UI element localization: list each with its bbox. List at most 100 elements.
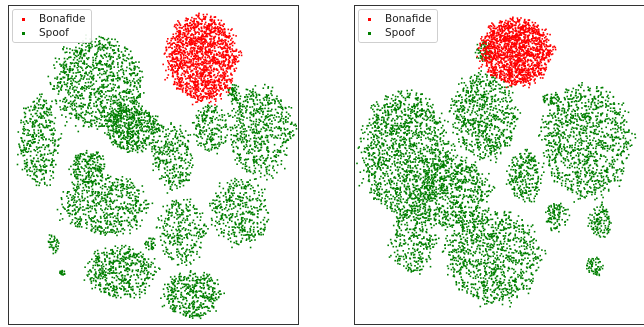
scatter-point xyxy=(206,114,209,117)
scatter-point xyxy=(108,119,110,121)
scatter-point xyxy=(78,116,80,119)
scatter-point xyxy=(182,209,184,212)
scatter-point xyxy=(211,121,214,124)
scatter-point xyxy=(105,118,107,121)
scatter-point xyxy=(105,222,107,225)
scatter-point xyxy=(144,278,146,280)
scatter-point xyxy=(175,201,178,203)
scatter-point xyxy=(112,125,114,127)
scatter-point xyxy=(115,140,118,143)
scatter-point xyxy=(149,116,152,119)
scatter-point xyxy=(47,144,50,146)
scatter-point xyxy=(116,228,119,231)
scatter-point xyxy=(189,261,191,264)
scatter-point xyxy=(121,98,124,100)
scatter-point xyxy=(199,233,201,235)
scatter-point xyxy=(69,68,72,70)
scatter-point xyxy=(263,159,266,162)
scatter-point xyxy=(113,75,116,77)
scatter-point xyxy=(161,126,163,128)
scatter-point xyxy=(273,169,275,172)
scatter-point xyxy=(26,134,28,137)
scatter-point xyxy=(290,131,292,134)
scatter-point xyxy=(176,248,179,251)
scatter-point xyxy=(225,125,228,128)
scatter-point xyxy=(131,57,133,60)
scatter-point xyxy=(77,64,79,66)
scatter-point xyxy=(215,211,217,214)
scatter-point xyxy=(79,51,81,54)
scatter-point xyxy=(91,228,93,231)
scatter-point xyxy=(154,120,156,123)
scatter-point xyxy=(74,222,76,225)
scatter-point xyxy=(188,179,190,181)
scatter-point xyxy=(77,180,79,183)
scatter-point xyxy=(132,253,135,256)
scatter-point xyxy=(266,129,268,131)
scatter-point xyxy=(32,165,35,167)
scatter-point xyxy=(124,109,126,112)
scatter-point xyxy=(84,49,87,51)
scatter-point xyxy=(80,48,83,50)
scatter-point xyxy=(70,62,72,65)
scatter-point xyxy=(143,134,145,136)
scatter-point xyxy=(112,259,115,262)
scatter-point xyxy=(83,209,86,211)
scatter-point xyxy=(279,103,282,106)
scatter-point xyxy=(82,158,85,161)
scatter-point xyxy=(126,141,128,144)
scatter-point xyxy=(17,131,20,133)
scatter-point xyxy=(185,175,187,178)
scatter-point xyxy=(115,78,117,80)
scatter-point xyxy=(92,163,94,165)
scatter-point xyxy=(164,172,167,174)
scatter-point xyxy=(81,190,84,192)
scatter-point xyxy=(155,157,158,160)
scatter-point xyxy=(82,182,84,185)
scatter-point xyxy=(264,199,266,201)
scatter-point xyxy=(177,152,180,154)
scatter-point xyxy=(280,129,282,132)
scatter-point xyxy=(126,282,129,284)
scatter-point xyxy=(105,287,107,290)
scatter-point xyxy=(66,106,69,108)
scatter-point xyxy=(123,77,126,79)
scatter-point xyxy=(167,128,169,130)
scatter-point xyxy=(122,90,125,92)
scatter-point xyxy=(216,207,218,210)
scatter-point xyxy=(241,115,244,117)
scatter-point xyxy=(118,86,120,89)
scatter-point xyxy=(76,50,79,52)
scatter-point xyxy=(245,192,248,194)
scatter-point xyxy=(90,218,93,221)
scatter-point xyxy=(111,113,113,116)
scatter-point xyxy=(94,208,96,210)
scatter-point xyxy=(142,270,144,273)
scatter-point xyxy=(183,179,186,182)
scatter-point xyxy=(95,38,98,40)
scatter-point xyxy=(49,120,52,122)
scatter-point xyxy=(125,81,127,84)
scatter-point xyxy=(43,160,45,163)
scatter-point xyxy=(211,139,213,142)
scatter-point xyxy=(270,135,273,138)
scatter-point xyxy=(244,107,247,109)
scatter-point xyxy=(123,115,125,117)
scatter-point xyxy=(115,131,117,134)
scatter-point xyxy=(196,231,199,233)
scatter-point xyxy=(168,132,171,135)
scatter-point xyxy=(206,142,208,144)
scatter-point xyxy=(182,217,185,220)
scatter-point xyxy=(112,79,115,82)
scatter-point xyxy=(45,171,47,173)
scatter-point xyxy=(234,231,236,234)
scatter-point xyxy=(110,67,112,69)
scatter-point xyxy=(236,210,239,213)
scatter-point xyxy=(110,189,112,191)
scatter-point xyxy=(31,135,33,138)
scatter-point xyxy=(117,66,119,68)
scatter-point xyxy=(218,223,220,225)
scatter-point xyxy=(220,228,222,230)
scatter-point xyxy=(124,122,126,124)
scatter-point xyxy=(140,140,142,143)
